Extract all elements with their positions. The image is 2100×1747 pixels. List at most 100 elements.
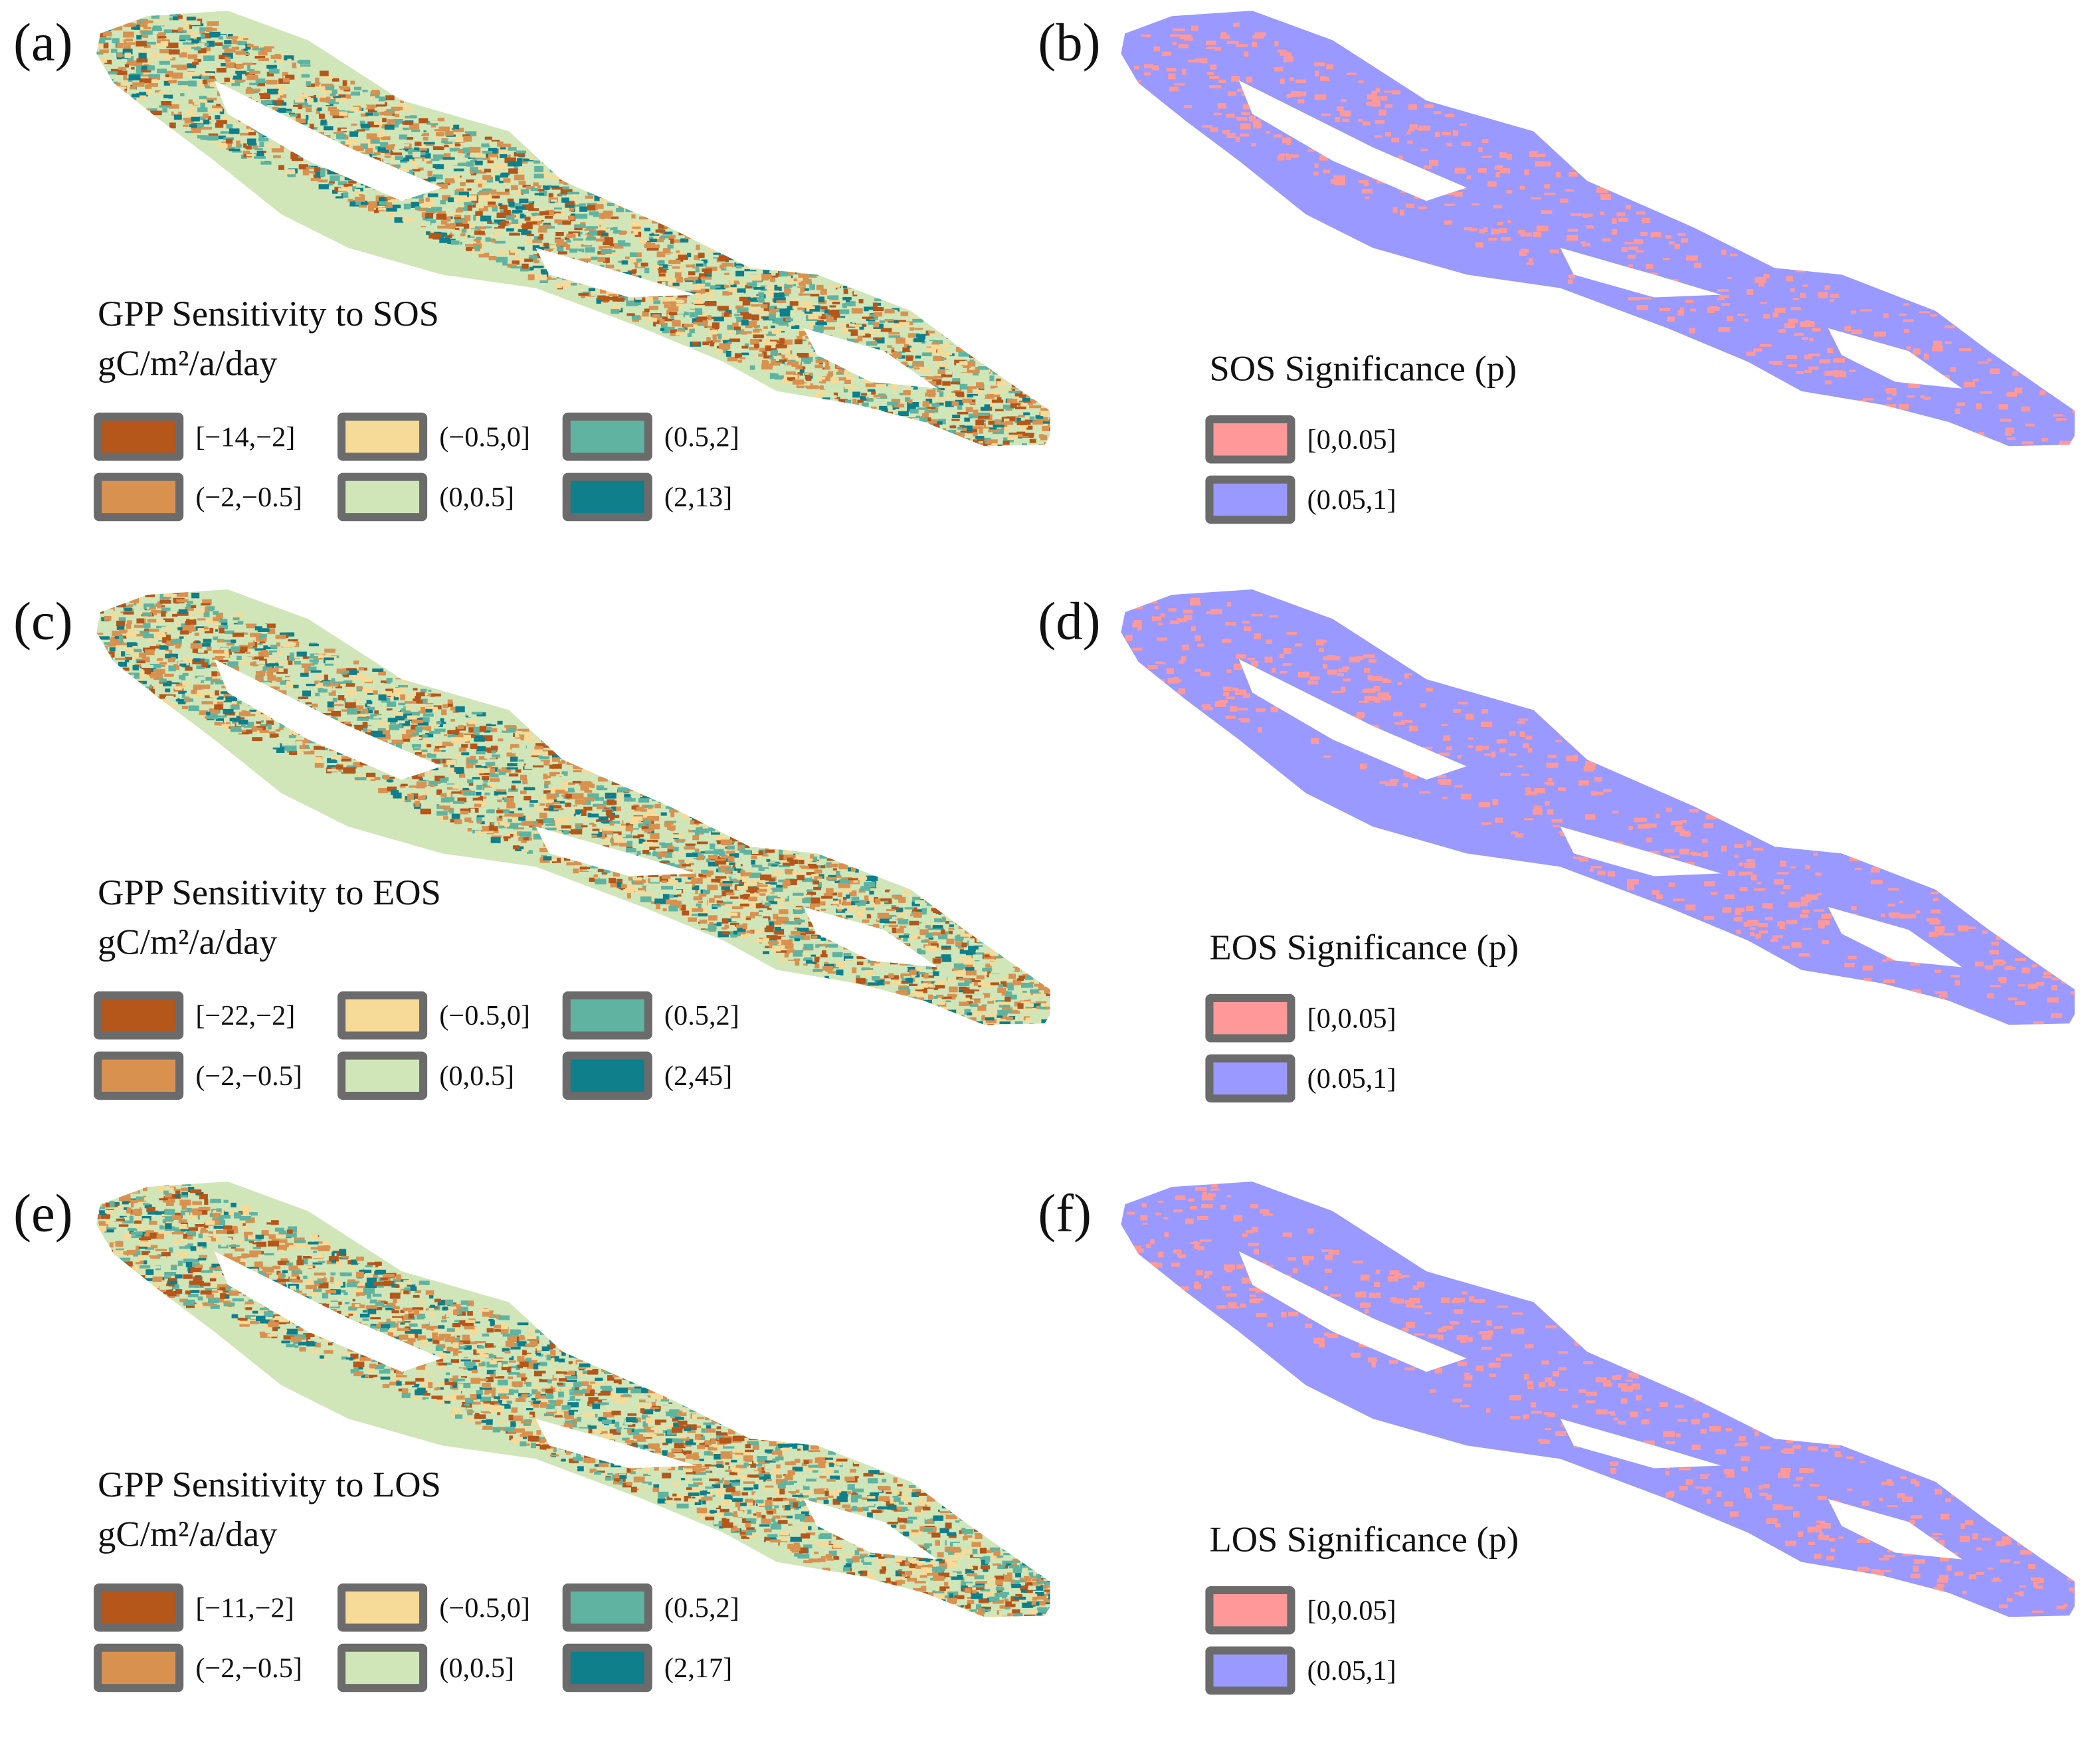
raster-cell	[636, 258, 642, 261]
raster-cell	[857, 400, 863, 403]
raster-cell	[669, 297, 674, 300]
raster-cell	[347, 199, 353, 201]
raster-cell	[892, 384, 898, 390]
raster-cell	[120, 104, 126, 109]
raster-cell	[1362, 189, 1373, 193]
raster-cell	[161, 56, 173, 59]
raster-cell	[459, 773, 465, 777]
raster-cell	[191, 21, 200, 25]
raster-cell	[1341, 99, 1346, 102]
raster-cell	[551, 185, 559, 187]
raster-cell	[696, 280, 702, 283]
raster-cell	[1529, 258, 1533, 262]
raster-cell	[1677, 233, 1685, 236]
raster-cell	[539, 182, 547, 185]
raster-cell	[564, 756, 573, 761]
raster-cell	[589, 191, 597, 193]
raster-cell	[421, 221, 430, 226]
raster-cell	[737, 307, 741, 310]
raster-cell	[945, 1015, 950, 1020]
raster-cell	[1887, 397, 1892, 400]
raster-cell	[404, 204, 411, 209]
raster-cell	[782, 380, 789, 383]
raster-cell	[619, 232, 626, 235]
raster-cell	[754, 290, 758, 294]
raster-cell	[820, 855, 827, 859]
raster-cell	[1624, 242, 1633, 244]
raster-cell	[795, 325, 799, 328]
raster-cell	[195, 68, 201, 74]
raster-cell	[1126, 85, 1131, 88]
legend-swatch	[94, 413, 183, 461]
raster-cell	[561, 197, 569, 203]
raster-cell	[367, 134, 379, 140]
raster-cell	[999, 354, 1004, 357]
raster-cell	[551, 858, 557, 861]
raster-cell	[538, 229, 547, 233]
raster-cell	[189, 112, 195, 117]
raster-cell	[663, 894, 670, 899]
raster-cell	[1825, 381, 1832, 385]
raster-cell	[832, 314, 839, 317]
raster-cell	[480, 195, 492, 201]
raster-cell	[261, 100, 272, 104]
raster-cell	[740, 339, 752, 343]
raster-cell	[1280, 78, 1285, 84]
raster-cell	[658, 223, 668, 229]
raster-cell	[1663, 258, 1670, 260]
raster-cell	[1694, 263, 1701, 268]
raster-cell	[656, 217, 662, 220]
raster-cell	[369, 201, 377, 207]
raster-cell	[899, 322, 909, 326]
raster-cell	[1206, 47, 1216, 49]
raster-cell	[579, 207, 587, 212]
raster-cell	[750, 339, 759, 345]
raster-cell	[970, 418, 975, 422]
raster-cell	[625, 207, 632, 212]
raster-cell	[1462, 142, 1472, 146]
raster-cell	[988, 429, 1000, 432]
raster-cell	[407, 199, 411, 202]
raster-cell	[1904, 329, 1909, 333]
raster-cell	[719, 826, 725, 831]
raster-cell	[1907, 346, 1911, 350]
raster-cell	[1176, 11, 1182, 15]
raster-cell	[882, 409, 888, 413]
raster-cell	[161, 41, 168, 47]
raster-cell	[1947, 435, 1952, 441]
raster-cell	[844, 370, 848, 376]
raster-cell	[1003, 447, 1007, 451]
raster-cell	[1384, 90, 1395, 92]
raster-cell	[848, 289, 853, 295]
raster-cell	[497, 184, 505, 186]
raster-cell	[973, 432, 978, 436]
raster-cell	[1927, 424, 1937, 429]
raster-cell	[1753, 348, 1762, 352]
raster-cell	[1907, 395, 1914, 398]
raster-cell	[1371, 91, 1377, 96]
raster-cell	[1145, 0, 1155, 1]
raster-cell	[958, 352, 969, 356]
raster-cell	[603, 242, 613, 245]
raster-cell	[140, 23, 147, 27]
raster-cell	[719, 264, 724, 268]
raster-cell	[504, 210, 510, 215]
raster-cell	[703, 320, 708, 326]
raster-cell	[1824, 371, 1835, 376]
raster-cell	[525, 175, 533, 178]
raster-cell	[716, 822, 721, 825]
raster-cell	[947, 330, 957, 336]
raster-cell	[1153, 47, 1159, 51]
raster-cell	[520, 168, 524, 174]
raster-cell	[1482, 139, 1488, 143]
raster-cell	[141, 31, 153, 35]
raster-cell	[949, 336, 956, 338]
raster-cell	[1291, 91, 1301, 97]
raster-cell	[704, 239, 714, 243]
raster-cell	[558, 251, 567, 255]
raster-cell	[555, 213, 561, 217]
raster-cell	[112, 38, 120, 43]
raster-cell	[815, 322, 822, 325]
raster-cell	[569, 249, 577, 253]
raster-cell	[1385, 104, 1392, 108]
